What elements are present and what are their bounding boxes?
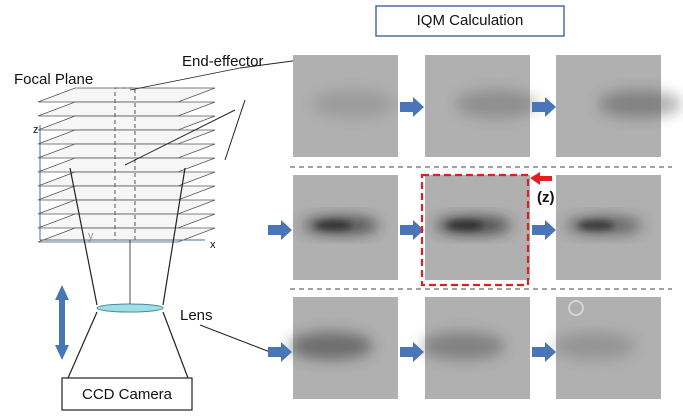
flow-arrow	[400, 220, 424, 240]
title: IQM Calculation	[417, 12, 524, 29]
blur-spot	[552, 332, 636, 360]
blur-spot	[598, 90, 682, 118]
layout	[38, 55, 682, 399]
pointer-line	[130, 68, 240, 90]
blur-spot	[311, 90, 395, 118]
focal-plane	[38, 186, 215, 200]
flow-arrow	[268, 342, 292, 362]
focal-plane	[38, 130, 215, 144]
focal-plane	[38, 214, 215, 228]
flow-arrow	[400, 342, 424, 362]
focal-plane	[38, 200, 215, 214]
lens	[97, 304, 163, 312]
pointer-line	[225, 100, 245, 160]
flow-arrow	[400, 97, 424, 117]
focal-plane	[38, 172, 215, 186]
focal-plane	[38, 158, 215, 172]
axis-z-label: z	[33, 124, 39, 136]
focal-plane	[38, 102, 215, 116]
optic-line	[68, 312, 97, 378]
flow-arrow	[268, 220, 292, 240]
focal-plane	[38, 88, 215, 102]
blur-core	[315, 220, 351, 230]
blur-core	[447, 220, 483, 230]
focal-plane-label: Focal Plane	[14, 71, 93, 88]
z-shift-label: (z)	[537, 189, 555, 206]
blur-spot	[289, 332, 373, 360]
pointer-line	[200, 325, 270, 352]
double-arrow	[55, 285, 69, 360]
flow-arrow	[532, 220, 556, 240]
blur-spot	[421, 332, 505, 360]
lens-label: Lens	[180, 307, 213, 324]
blur-spot	[455, 90, 539, 118]
blur-core	[578, 220, 614, 230]
end-effector-label: End-effector	[182, 53, 263, 70]
axis-x-label: x	[210, 239, 216, 251]
focal-plane	[38, 144, 215, 158]
focal-plane	[38, 116, 215, 130]
red-arrow	[530, 172, 552, 185]
camera-label: CCD Camera	[82, 386, 173, 403]
figure: IQM Calculation End-effector Focal Plane…	[0, 0, 683, 416]
